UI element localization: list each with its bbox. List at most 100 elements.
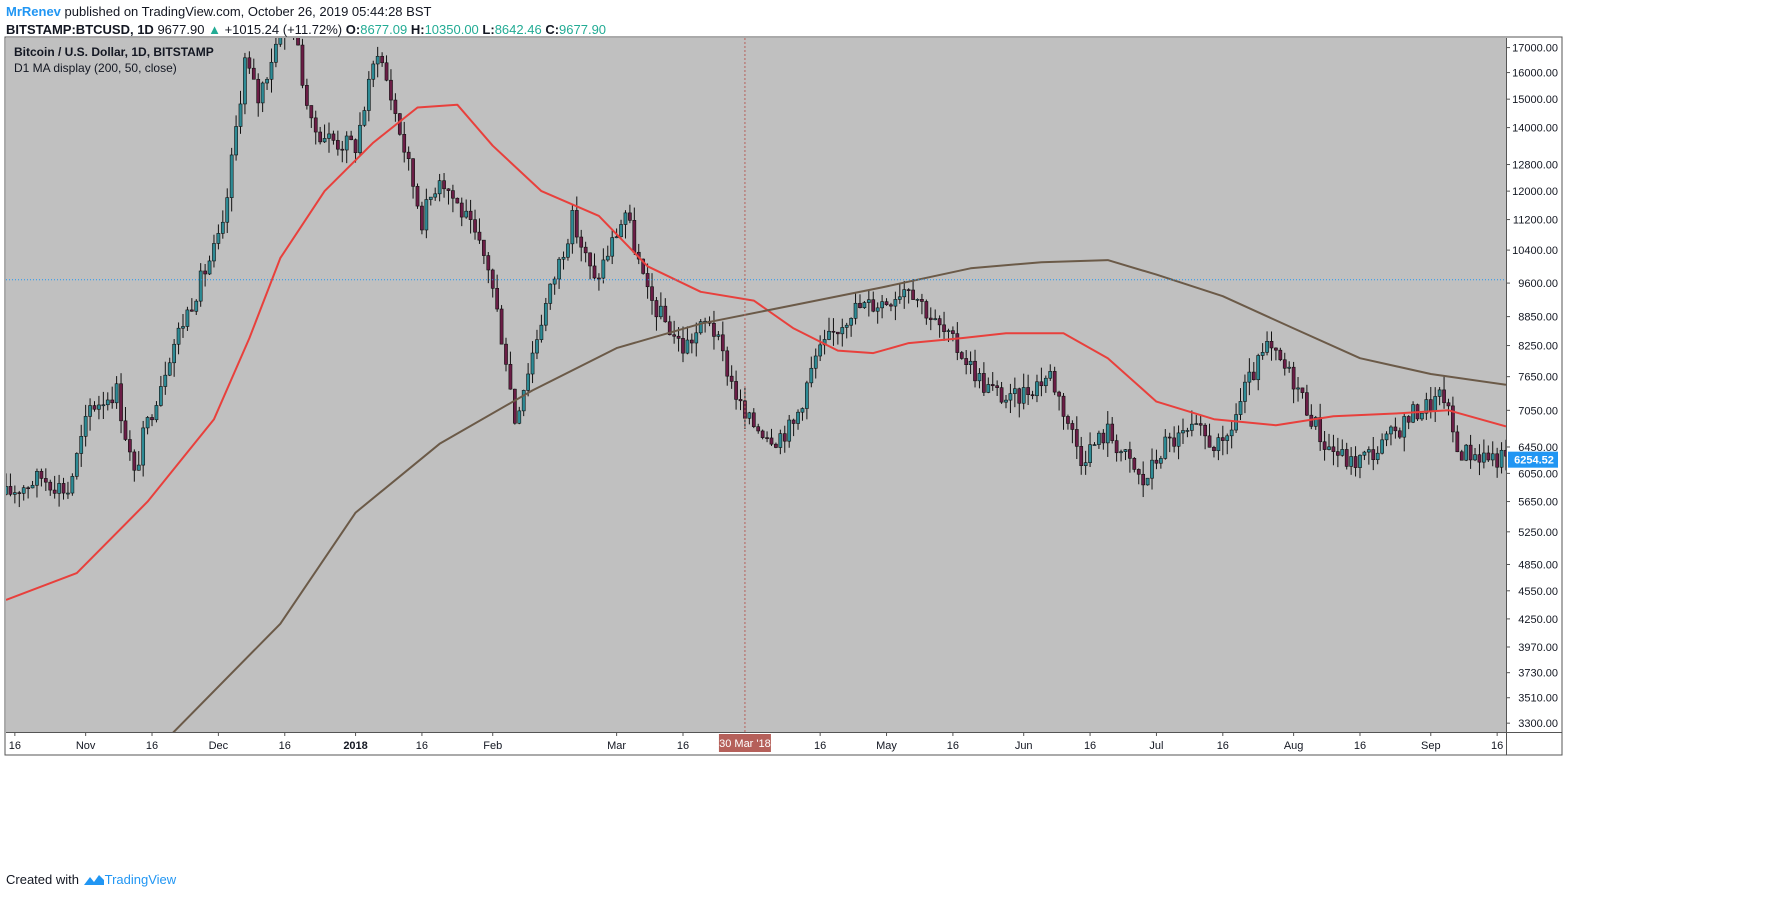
candle[interactable] xyxy=(623,210,628,239)
candle[interactable] xyxy=(1406,415,1411,430)
candle[interactable] xyxy=(482,239,486,265)
candle[interactable] xyxy=(574,196,579,244)
candle[interactable] xyxy=(1305,384,1309,416)
candle[interactable] xyxy=(1212,445,1216,458)
candle[interactable] xyxy=(336,130,340,156)
candle[interactable] xyxy=(88,398,92,431)
candle[interactable] xyxy=(371,60,376,88)
candle[interactable] xyxy=(968,351,973,375)
candle[interactable] xyxy=(1402,413,1407,452)
candle[interactable] xyxy=(490,268,495,298)
candle[interactable] xyxy=(1353,446,1358,477)
candle[interactable] xyxy=(495,274,499,312)
candle[interactable] xyxy=(30,480,35,489)
candle[interactable] xyxy=(1123,448,1128,461)
candle[interactable] xyxy=(1265,331,1269,356)
candle[interactable] xyxy=(424,188,429,239)
candle[interactable] xyxy=(1473,448,1477,462)
candle[interactable] xyxy=(119,373,123,434)
plot-area[interactable] xyxy=(6,38,1506,732)
candle[interactable] xyxy=(70,473,75,496)
candle[interactable] xyxy=(229,147,234,212)
candle[interactable] xyxy=(756,423,761,434)
candle[interactable] xyxy=(588,252,592,280)
candle[interactable] xyxy=(198,263,203,307)
candle[interactable] xyxy=(101,391,106,420)
candle[interactable] xyxy=(300,38,305,89)
candle[interactable] xyxy=(344,131,349,164)
candle[interactable] xyxy=(1198,416,1203,436)
candle[interactable] xyxy=(1136,468,1141,485)
candle[interactable] xyxy=(13,485,17,504)
candle[interactable] xyxy=(982,362,986,396)
candle[interactable] xyxy=(52,475,57,499)
candle[interactable] xyxy=(340,140,345,163)
candle[interactable] xyxy=(893,291,898,321)
candle[interactable] xyxy=(154,401,159,423)
candle[interactable] xyxy=(446,188,451,205)
candle[interactable] xyxy=(163,361,168,395)
candle[interactable] xyxy=(937,315,942,338)
candle[interactable] xyxy=(999,381,1004,404)
candle[interactable] xyxy=(769,428,774,447)
candle[interactable] xyxy=(358,112,362,156)
candle[interactable] xyxy=(1088,432,1092,468)
candle[interactable] xyxy=(1420,412,1424,421)
candle[interactable] xyxy=(309,105,314,128)
candle[interactable] xyxy=(844,322,849,339)
candle[interactable] xyxy=(889,302,893,312)
candle[interactable] xyxy=(1251,362,1256,381)
candle[interactable] xyxy=(920,293,924,315)
candle[interactable] xyxy=(760,429,765,440)
candle[interactable] xyxy=(1243,374,1247,414)
candle[interactable] xyxy=(1260,343,1265,360)
candle[interactable] xyxy=(1141,461,1146,498)
candle[interactable] xyxy=(1380,433,1384,455)
candle[interactable] xyxy=(17,490,22,508)
candle[interactable] xyxy=(234,115,238,161)
candle[interactable] xyxy=(1194,414,1199,425)
candle[interactable] xyxy=(681,326,685,363)
candle[interactable] xyxy=(296,27,300,46)
candle[interactable] xyxy=(734,370,738,410)
candle[interactable] xyxy=(459,197,464,227)
candle[interactable] xyxy=(1486,445,1491,463)
candle[interactable] xyxy=(977,368,982,389)
candle[interactable] xyxy=(128,430,132,461)
candle[interactable] xyxy=(1128,441,1132,473)
candle[interactable] xyxy=(136,451,141,471)
candle[interactable] xyxy=(185,306,190,331)
candle[interactable] xyxy=(831,318,836,346)
candle[interactable] xyxy=(1150,448,1154,490)
candle[interactable] xyxy=(853,292,858,325)
candle[interactable] xyxy=(473,209,477,240)
candle[interactable] xyxy=(35,468,39,498)
candle[interactable] xyxy=(39,468,44,487)
candle[interactable] xyxy=(1322,431,1327,461)
candle[interactable] xyxy=(818,335,823,362)
candle[interactable] xyxy=(552,276,557,295)
candle[interactable] xyxy=(689,333,694,354)
candle[interactable] xyxy=(207,255,212,275)
candle[interactable] xyxy=(1371,436,1376,471)
candle[interactable] xyxy=(1039,367,1044,397)
candle[interactable] xyxy=(805,380,809,420)
candle[interactable] xyxy=(1035,374,1039,403)
candle[interactable] xyxy=(1114,434,1119,462)
candle[interactable] xyxy=(167,357,172,377)
candle[interactable] xyxy=(1097,430,1101,449)
candle[interactable] xyxy=(716,330,721,341)
candle[interactable] xyxy=(694,322,699,357)
candle[interactable] xyxy=(557,257,561,289)
candle[interactable] xyxy=(43,468,48,491)
candle[interactable] xyxy=(283,8,286,50)
candle[interactable] xyxy=(654,297,659,331)
candle[interactable] xyxy=(380,52,384,67)
candle[interactable] xyxy=(92,401,97,412)
candle[interactable] xyxy=(836,331,840,345)
candle[interactable] xyxy=(778,429,783,455)
candle[interactable] xyxy=(269,48,274,93)
candle[interactable] xyxy=(928,307,933,331)
candle[interactable] xyxy=(1048,364,1053,381)
candle[interactable] xyxy=(601,248,606,284)
